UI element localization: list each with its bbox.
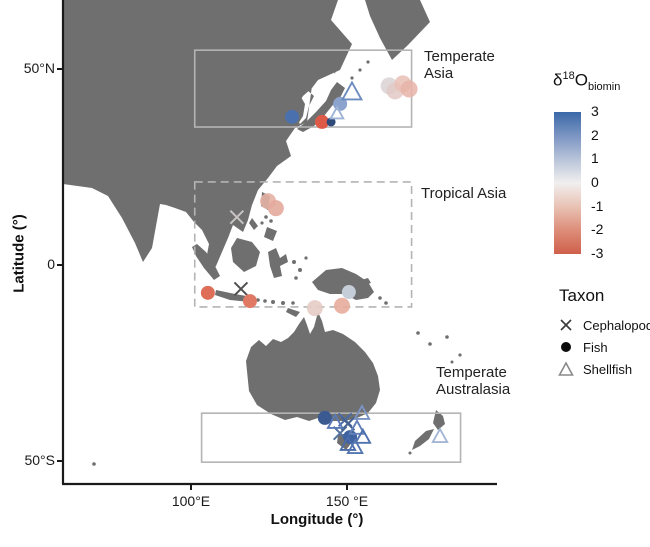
- data-point-fish: [317, 410, 332, 425]
- landmass-asia-mainland: [63, 0, 352, 272]
- y-tick-label: 50°N: [23, 60, 55, 76]
- taxon-legend-item: Cephalopod: [557, 315, 650, 335]
- landmass-japan: [297, 82, 345, 132]
- x-axis-title: Longitude (°): [270, 511, 364, 528]
- data-point-fish: [306, 300, 323, 317]
- landmass-timor: [286, 308, 300, 317]
- colorbar-title-delta: δ: [553, 70, 563, 90]
- landmass-sumatra: [192, 244, 220, 280]
- cross-symbol-icon: [557, 316, 575, 334]
- landmass-kamchatka: [365, 0, 430, 60]
- y-tick-label: 50°S: [24, 452, 55, 468]
- region-label: Temperate Australasia: [436, 364, 511, 398]
- landmass-java: [215, 290, 252, 302]
- colorbar-tick-label: 0: [591, 174, 599, 190]
- colorbar-title: δ18Obiomin: [553, 70, 620, 93]
- triangle-symbol-icon: [557, 360, 575, 378]
- taxon-legend-item: Shellfish: [557, 359, 632, 379]
- y-axis-title: Latitude (°): [10, 214, 28, 293]
- landmass-nz-north: [433, 410, 445, 430]
- taxon-legend-label: Shellfish: [583, 361, 633, 377]
- colorbar-gradient: [554, 112, 581, 254]
- data-point-fish: [326, 117, 336, 127]
- region-label: Tropical Asia: [421, 185, 507, 202]
- colorbar-title-subscript: biomin: [587, 81, 621, 94]
- landmass-borneo: [231, 238, 260, 272]
- data-point-shellfish: [353, 404, 371, 420]
- taxon-legend-item: Fish: [557, 337, 608, 357]
- region-box: [200, 412, 462, 463]
- colorbar-tick-label: 3: [591, 103, 599, 119]
- circle-symbol-icon: [557, 338, 575, 356]
- colorbar-tick-label: -1: [591, 197, 604, 214]
- data-point-shellfish: [326, 413, 344, 429]
- colorbar-tick-label: -3: [591, 245, 604, 261]
- data-point-fish: [334, 297, 351, 314]
- colorbar-tick-label: 2: [591, 126, 599, 143]
- axes-layer: [57, 0, 497, 490]
- data-point-layer: [200, 75, 449, 454]
- colorbar-tick-label: -2: [591, 221, 604, 238]
- data-point-fish: [267, 200, 284, 217]
- data-point-cephalopod: [229, 209, 245, 225]
- data-point-shellfish: [431, 427, 449, 443]
- data-point-fish: [285, 109, 300, 124]
- data-point-fish: [400, 80, 418, 98]
- colorbar-title-element: O: [574, 70, 588, 90]
- x-tick-label: 100°E: [171, 493, 211, 509]
- colorbar-tick-label: 1: [591, 150, 599, 167]
- data-point-cephalopod: [233, 281, 249, 297]
- landmass-sakhalin: [328, 34, 339, 74]
- data-point-fish: [315, 114, 330, 129]
- taxon-legend-label: Cephalopod: [583, 317, 650, 333]
- data-point-fish: [341, 285, 356, 300]
- legend-panel: δ18Obiomin 3 2 1 0 -1 -2 -3 Taxon Cephalopod Fi…: [545, 0, 650, 547]
- landmass-new-guinea: [312, 268, 374, 300]
- region-box: [193, 181, 413, 308]
- landmass-new-britain: [358, 278, 371, 286]
- landmass-nz-south: [412, 429, 434, 450]
- x-tick-label: 150 °E: [325, 493, 369, 509]
- landmass-australia: [246, 312, 380, 421]
- data-point-shellfish: [348, 418, 366, 435]
- landmass-sulawesi: [268, 248, 288, 278]
- landmass-mindanao: [264, 227, 277, 241]
- data-point-fish: [200, 285, 215, 300]
- landmass-taiwan: [260, 166, 270, 179]
- colorbar-title-isotope: 18: [562, 70, 575, 82]
- landmass-layer: [63, 0, 462, 466]
- data-point-fish: [242, 294, 257, 309]
- landmass-palawan: [249, 218, 258, 230]
- region-label: Temperate Asia: [424, 48, 495, 82]
- y-tick-label: 0: [47, 256, 55, 272]
- taxon-legend-title: Taxon: [559, 286, 605, 305]
- data-point-shellfish: [340, 80, 364, 101]
- data-point-shellfish: [329, 105, 345, 120]
- data-point-shellfish: [346, 438, 364, 454]
- taxon-legend-label: Fish: [583, 339, 608, 355]
- data-point-shellfish: [354, 427, 372, 444]
- data-point-shellfish: [339, 434, 357, 451]
